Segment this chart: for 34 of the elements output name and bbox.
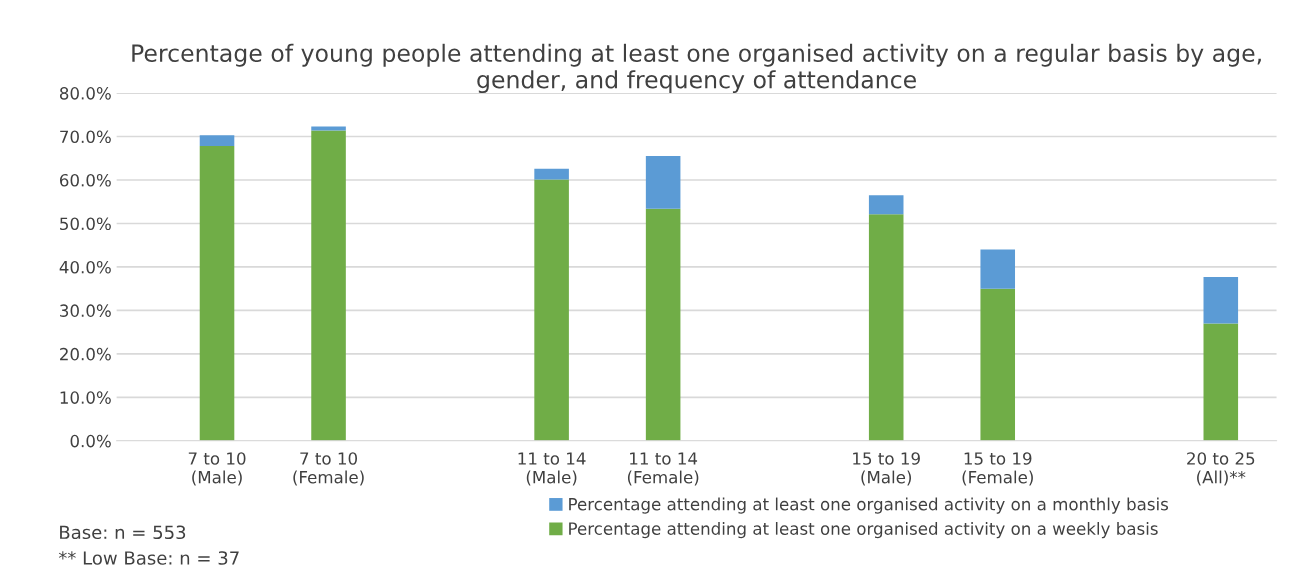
y-tick-label: 20.0% bbox=[60, 347, 111, 361]
bar bbox=[534, 179, 569, 441]
bar bbox=[534, 168, 569, 180]
bar bbox=[980, 288, 1016, 441]
y-tick-label: 80.0% bbox=[59, 87, 111, 100]
bar bbox=[199, 146, 235, 441]
text: Base: n = 553 bbox=[60, 525, 186, 540]
legend-label: Percentage attending at least one organised activity on a monthly basis bbox=[569, 497, 1169, 514]
y-tick-label: 70.0% bbox=[60, 130, 111, 144]
x-tick-label: 11 to 14 (Male) bbox=[518, 452, 586, 486]
x-tick-label: 7 to 10 (Female) bbox=[293, 452, 364, 486]
x-tick-label: 7 to 10 (Male) bbox=[188, 452, 246, 486]
y-tick-label: 30.0% bbox=[60, 304, 111, 317]
bar bbox=[1203, 323, 1239, 441]
x-tick-label: 20 to 25 (All)** bbox=[1187, 452, 1255, 486]
y-tick-label: 60.0% bbox=[60, 173, 111, 187]
bar bbox=[868, 195, 904, 215]
y-tick-label: 40.0% bbox=[59, 260, 111, 274]
x-tick-label: 15 to 19 (Male) bbox=[853, 452, 920, 486]
bar bbox=[645, 156, 681, 209]
x-tick-label: 15 to 19 (Female) bbox=[962, 452, 1033, 486]
bar bbox=[1203, 276, 1239, 324]
y-tick-label: 0.0% bbox=[70, 434, 111, 448]
chart-title: Percentage of young people attending at least one organised activity on a regular basis by age, gender, and frequency of attendance bbox=[132, 43, 1261, 94]
bar bbox=[868, 214, 904, 441]
bar bbox=[980, 249, 1016, 289]
bar bbox=[311, 130, 346, 441]
x-tick-label: 11 to 14 (Female) bbox=[627, 452, 699, 486]
y-tick-label: 10.0% bbox=[60, 391, 111, 404]
text: ** Low Base: n = 37 bbox=[58, 551, 239, 565]
bar bbox=[645, 208, 681, 441]
bar bbox=[199, 135, 235, 147]
legend-label: Percentage attending at least one organised activity on a weekly basis bbox=[569, 522, 1158, 539]
y-tick-label: 50.0% bbox=[60, 217, 111, 231]
